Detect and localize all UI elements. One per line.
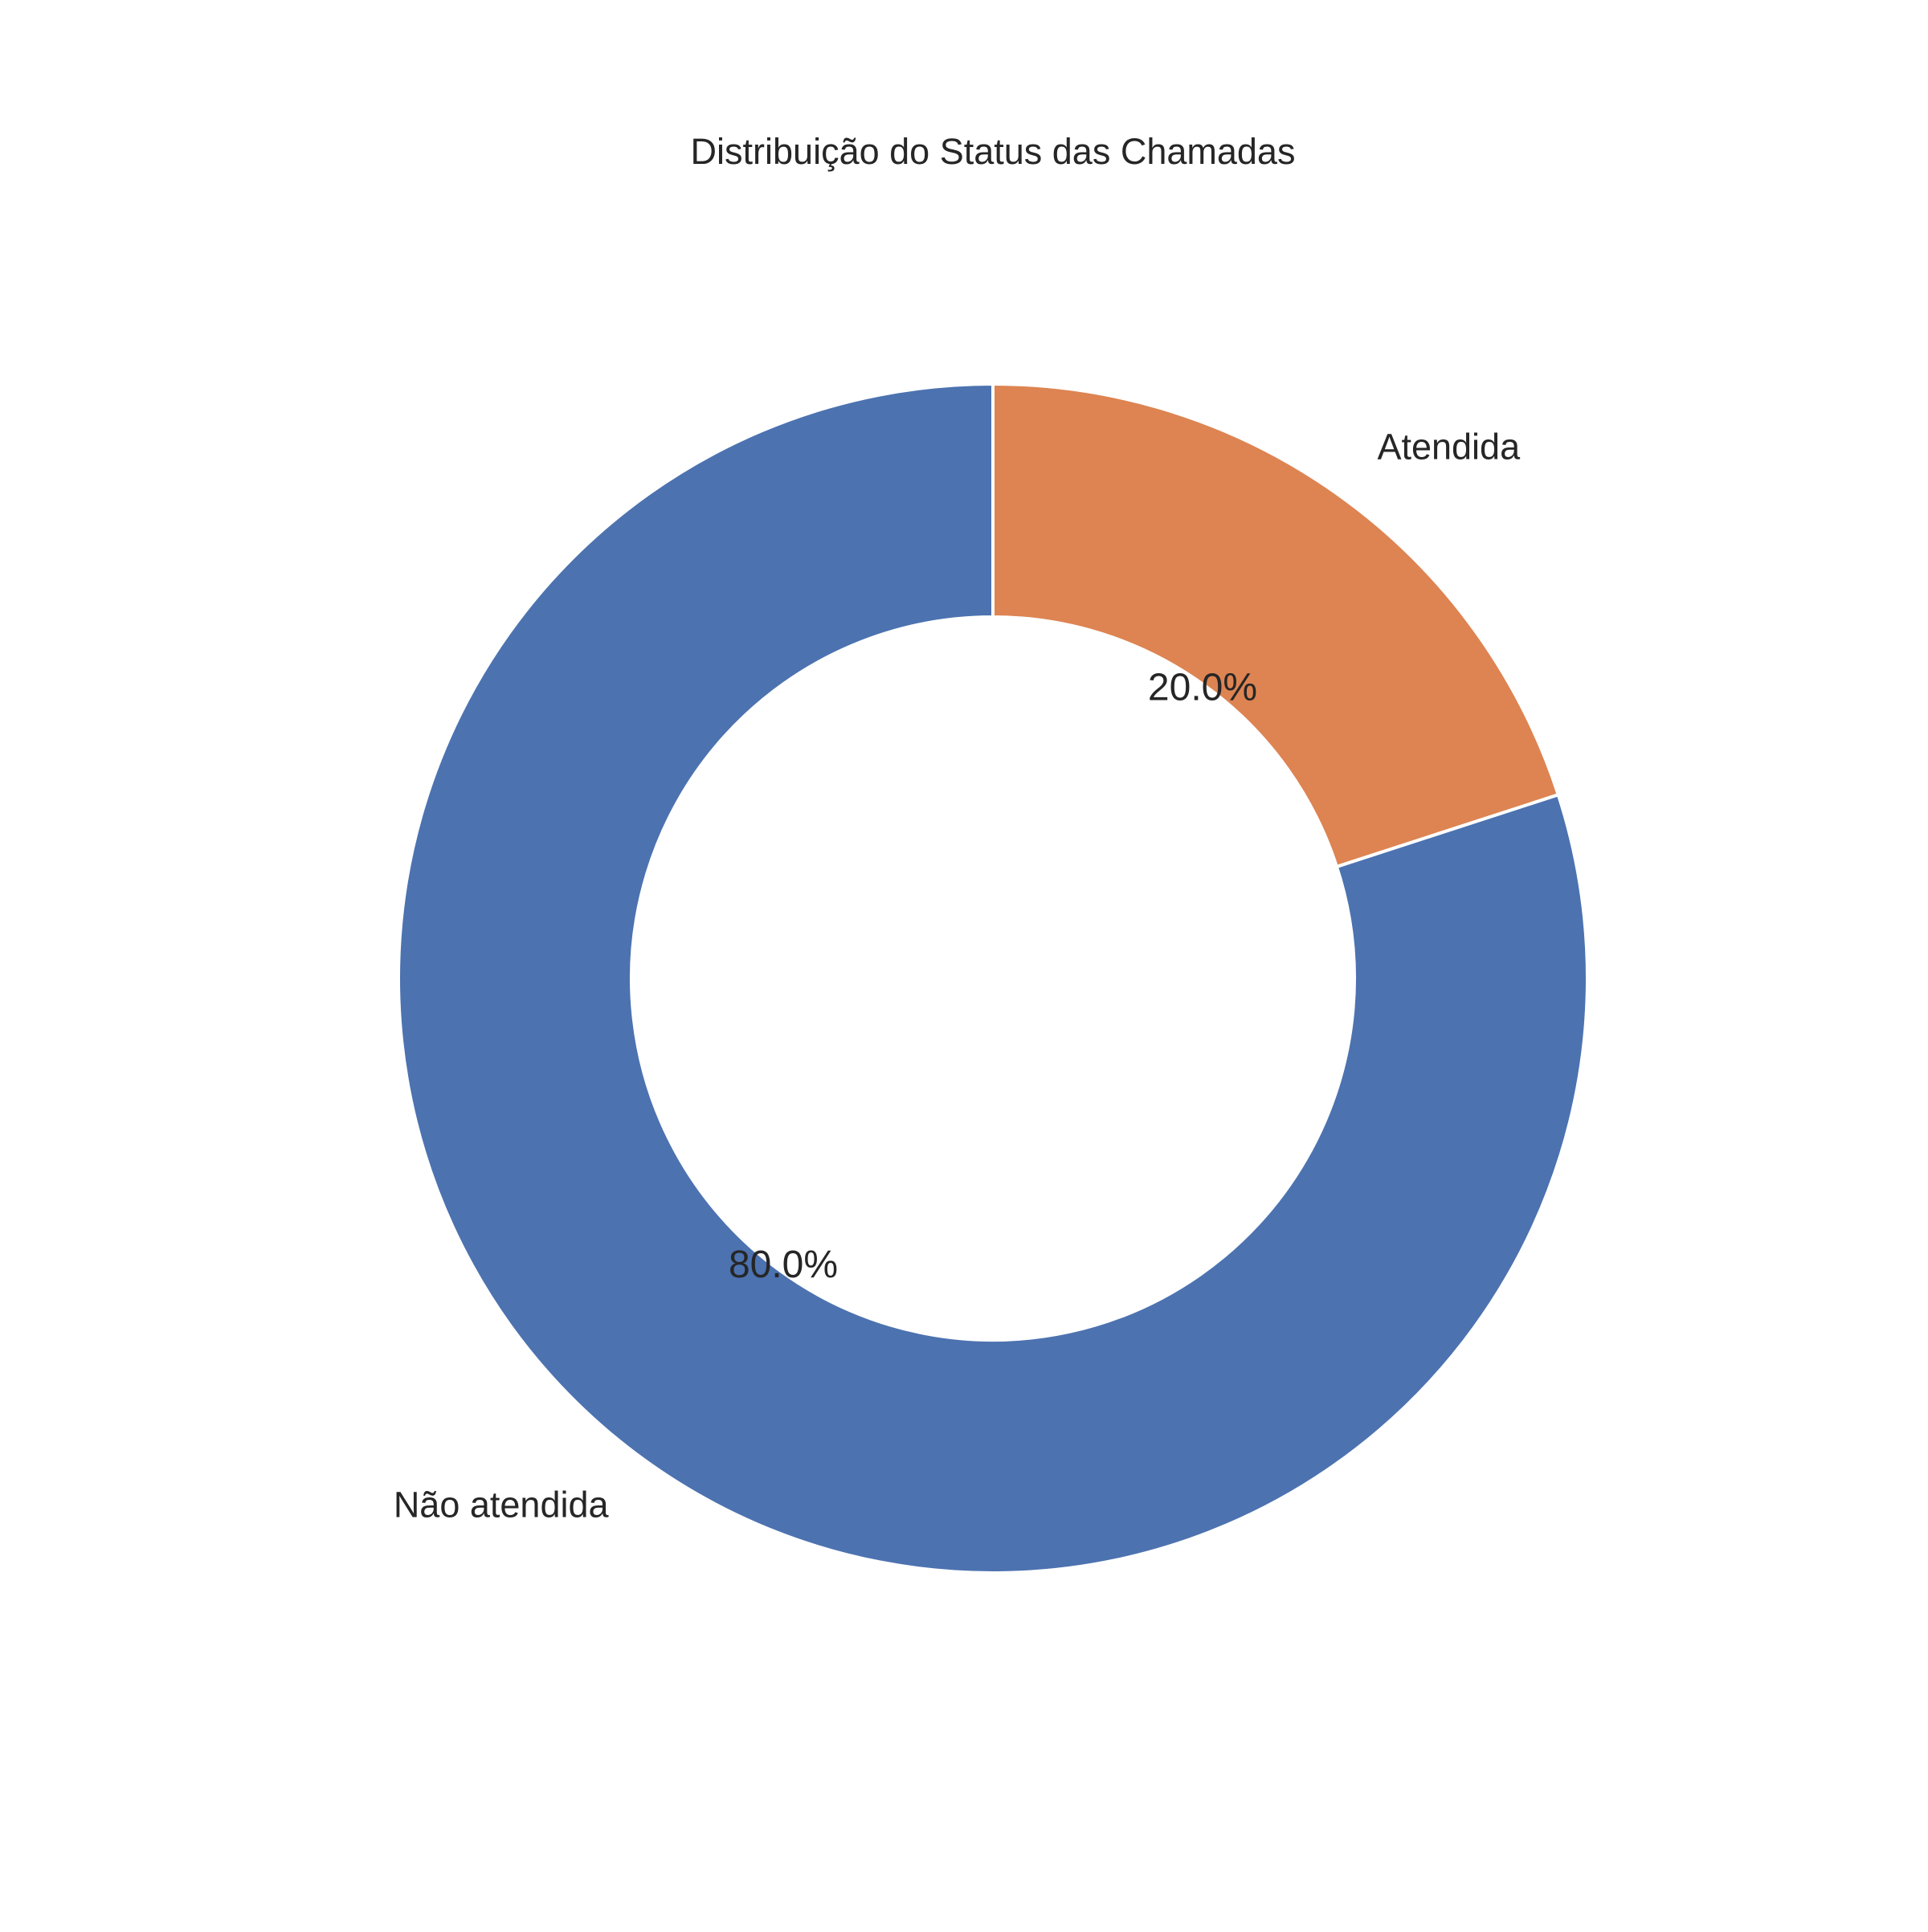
slice-n-o-atendida [397,382,1589,1575]
percentage-label: 80.0% [729,1244,838,1286]
slice-atendida [991,382,1560,868]
slice-label: Não atendida [394,1484,610,1525]
slice-label: Atendida [1377,426,1521,467]
labels-group: Atendida 20.0% Não atendida 80.0% [394,426,1521,1525]
slices-group [397,382,1589,1575]
chart-title: Distribuição do Status das Chamadas [691,131,1296,172]
percentage-label: 20.0% [1148,666,1257,709]
